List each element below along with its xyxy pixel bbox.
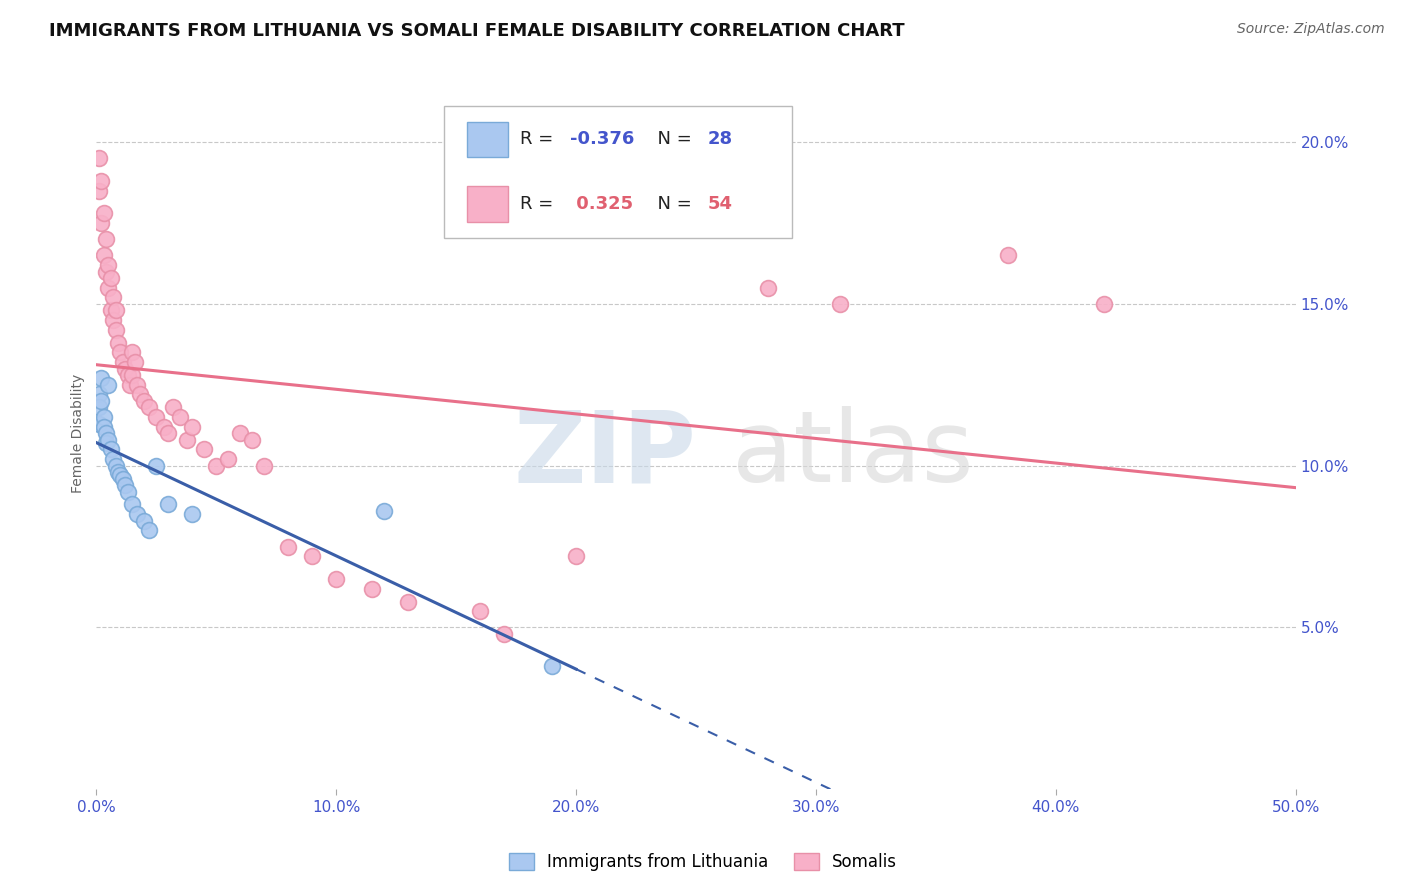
Point xyxy=(87,184,110,198)
Point xyxy=(110,468,132,483)
Point xyxy=(138,524,160,538)
Point xyxy=(124,355,146,369)
Point xyxy=(97,258,120,272)
Point xyxy=(217,452,239,467)
Point xyxy=(128,387,150,401)
Point xyxy=(181,419,204,434)
Point xyxy=(110,345,132,359)
Point xyxy=(117,484,139,499)
Point xyxy=(93,206,115,220)
Point xyxy=(101,452,124,467)
Point xyxy=(134,514,156,528)
Point xyxy=(152,419,174,434)
Point xyxy=(94,264,117,278)
Point xyxy=(97,281,120,295)
Text: atlas: atlas xyxy=(733,406,973,503)
Point xyxy=(114,478,136,492)
Text: N =: N = xyxy=(645,195,697,213)
Text: 54: 54 xyxy=(709,195,733,213)
Point xyxy=(94,436,117,450)
Point xyxy=(121,498,143,512)
Point xyxy=(127,377,149,392)
Point xyxy=(104,323,127,337)
Legend: Immigrants from Lithuania, Somalis: Immigrants from Lithuania, Somalis xyxy=(501,845,905,880)
Point xyxy=(541,659,564,673)
Point xyxy=(107,335,129,350)
Point xyxy=(565,549,588,564)
Point xyxy=(117,368,139,382)
Point xyxy=(240,433,263,447)
Point xyxy=(138,401,160,415)
Point xyxy=(176,433,198,447)
Point xyxy=(93,419,115,434)
Point xyxy=(111,472,134,486)
Point xyxy=(361,582,384,596)
Point xyxy=(104,303,127,318)
Point xyxy=(100,442,122,457)
Point xyxy=(134,393,156,408)
Point xyxy=(162,401,184,415)
Text: N =: N = xyxy=(645,130,697,148)
Point xyxy=(1092,297,1115,311)
Point xyxy=(100,303,122,318)
Point xyxy=(181,507,204,521)
Point xyxy=(253,458,276,473)
Text: ZIP: ZIP xyxy=(513,406,696,503)
Point xyxy=(101,290,124,304)
Point xyxy=(87,401,110,415)
Point xyxy=(121,368,143,382)
Point xyxy=(87,151,110,165)
Point xyxy=(107,465,129,479)
Text: R =: R = xyxy=(520,195,558,213)
Point xyxy=(87,417,110,431)
Point xyxy=(90,174,112,188)
Point xyxy=(97,377,120,392)
Point xyxy=(301,549,323,564)
Point xyxy=(121,345,143,359)
Y-axis label: Female Disability: Female Disability xyxy=(72,374,86,493)
Point xyxy=(97,433,120,447)
FancyBboxPatch shape xyxy=(467,186,508,222)
Point xyxy=(94,426,117,441)
Point xyxy=(325,572,347,586)
Text: 0.325: 0.325 xyxy=(569,195,633,213)
Point xyxy=(104,458,127,473)
Point xyxy=(277,540,299,554)
Point xyxy=(193,442,215,457)
Point xyxy=(93,248,115,262)
Point xyxy=(100,271,122,285)
Point xyxy=(111,355,134,369)
Text: R =: R = xyxy=(520,130,558,148)
Point xyxy=(169,410,191,425)
Text: IMMIGRANTS FROM LITHUANIA VS SOMALI FEMALE DISABILITY CORRELATION CHART: IMMIGRANTS FROM LITHUANIA VS SOMALI FEMA… xyxy=(49,22,905,40)
Point xyxy=(828,297,851,311)
Point xyxy=(93,410,115,425)
Point xyxy=(157,498,180,512)
Point xyxy=(468,604,491,618)
Point xyxy=(145,458,167,473)
Point xyxy=(157,426,180,441)
Text: 28: 28 xyxy=(709,130,733,148)
Point xyxy=(90,393,112,408)
Point xyxy=(205,458,228,473)
Point xyxy=(756,281,779,295)
Point xyxy=(114,361,136,376)
Point xyxy=(997,248,1019,262)
Point xyxy=(373,504,395,518)
Point xyxy=(145,410,167,425)
Point xyxy=(101,313,124,327)
Point xyxy=(90,371,112,385)
Point xyxy=(127,507,149,521)
Point xyxy=(494,627,516,641)
FancyBboxPatch shape xyxy=(467,121,508,157)
Text: Source: ZipAtlas.com: Source: ZipAtlas.com xyxy=(1237,22,1385,37)
Point xyxy=(90,216,112,230)
Text: -0.376: -0.376 xyxy=(569,130,634,148)
Point xyxy=(229,426,252,441)
Point xyxy=(118,377,141,392)
FancyBboxPatch shape xyxy=(444,106,792,237)
Point xyxy=(94,232,117,246)
Point xyxy=(87,387,110,401)
Point xyxy=(396,594,419,608)
